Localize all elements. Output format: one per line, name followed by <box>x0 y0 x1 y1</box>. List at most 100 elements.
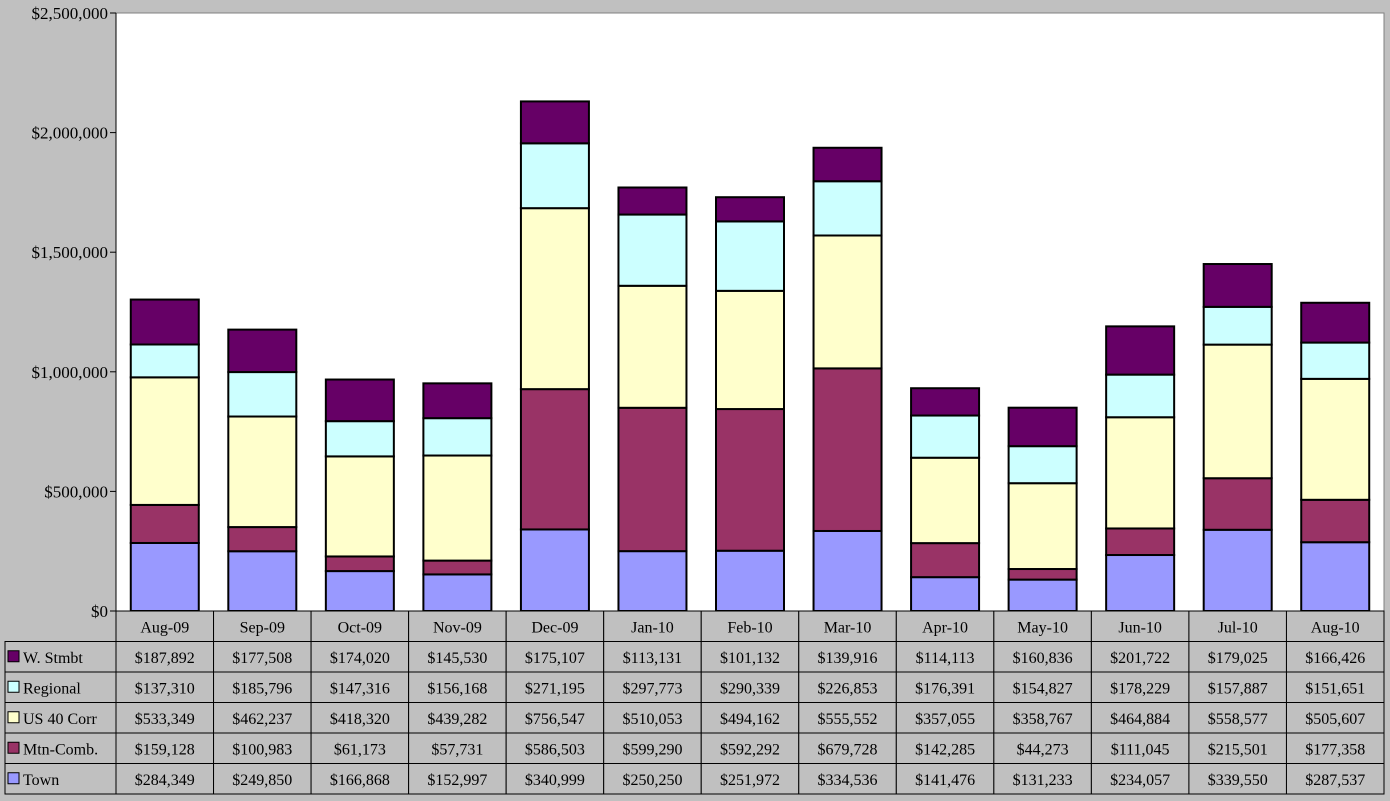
table-header-cell <box>1285 610 1385 642</box>
table-cell <box>895 763 995 795</box>
table-cell <box>213 732 312 764</box>
data-label: $157,887 <box>1208 680 1268 697</box>
data-label: $215,501 <box>1208 741 1268 758</box>
data-label: $160,836 <box>1013 650 1073 667</box>
legend-label: US 40 Corr <box>23 711 97 728</box>
table-cell <box>115 641 215 673</box>
data-label: $592,292 <box>720 741 780 758</box>
table-cell <box>603 732 702 764</box>
x-tick-label: Dec-09 <box>531 619 578 636</box>
data-label: $111,045 <box>1111 741 1170 758</box>
bar-segment <box>1105 554 1176 612</box>
table-cell <box>310 641 410 673</box>
table-cell <box>1188 763 1287 795</box>
table-header-cell <box>603 610 702 642</box>
table-cell <box>115 763 215 795</box>
bar-segment <box>519 388 590 531</box>
table-header-cell <box>310 610 410 642</box>
bar-segment <box>910 456 981 545</box>
table-header-cell <box>115 610 215 642</box>
data-label: $462,237 <box>232 711 292 728</box>
table-cell <box>993 702 1092 734</box>
bar-segment <box>812 146 883 183</box>
table-cell <box>115 702 215 734</box>
bar-segment <box>1007 578 1078 613</box>
table-cell <box>310 702 410 734</box>
bar-segment <box>1007 406 1078 448</box>
table-header-cell <box>1188 610 1287 642</box>
bar-segment <box>1105 373 1176 419</box>
data-label: $599,290 <box>622 741 682 758</box>
legend-label: Mtn-Comb. <box>23 741 98 758</box>
bar-segment <box>129 343 200 379</box>
bar-segment <box>1007 482 1078 571</box>
data-label: $464,884 <box>1110 711 1170 728</box>
data-label: $154,827 <box>1013 680 1073 697</box>
data-label: $679,728 <box>818 741 878 758</box>
bar-segment <box>715 408 785 552</box>
table-header-cell <box>1090 610 1190 642</box>
y-tick-label: $1,000,000 <box>32 363 109 382</box>
data-label: $179,025 <box>1208 650 1268 667</box>
data-label: $297,773 <box>622 680 682 697</box>
bar-segment <box>129 376 200 506</box>
bar-segment <box>1105 416 1176 530</box>
y-tick-label: $1,500,000 <box>32 243 109 262</box>
bar-segment <box>617 284 688 409</box>
data-label: $166,426 <box>1305 650 1365 667</box>
table-cell <box>1285 763 1385 795</box>
bar-segment <box>1202 263 1273 308</box>
data-label: $249,850 <box>232 772 292 789</box>
table-cell <box>1188 641 1287 673</box>
bar-segment <box>324 555 395 573</box>
data-label: $175,107 <box>525 650 585 667</box>
bar-segment <box>1007 445 1078 485</box>
data-label: $558,577 <box>1208 711 1268 728</box>
y-tick-label: $2,000,000 <box>32 124 109 143</box>
bar-segment <box>812 180 883 237</box>
data-label: $101,132 <box>720 650 780 667</box>
table-cell <box>505 702 605 734</box>
table-cell <box>700 732 800 764</box>
bar-segment <box>1105 325 1176 376</box>
bar-segment <box>422 559 493 576</box>
bar-segment <box>1007 568 1078 581</box>
table-cell <box>993 641 1092 673</box>
data-label: $226,853 <box>818 680 878 697</box>
bar-segment <box>1300 341 1371 380</box>
legend-swatch <box>7 680 20 693</box>
table-cell <box>1188 702 1287 734</box>
bar-segment <box>422 382 493 420</box>
x-tick-label: Jan-10 <box>631 619 674 636</box>
bar-segment <box>617 213 688 287</box>
table-cell <box>408 671 507 703</box>
data-label: $339,550 <box>1208 772 1268 789</box>
data-label: $251,972 <box>720 772 780 789</box>
bar-segment <box>1202 477 1273 531</box>
data-label: $201,722 <box>1110 650 1170 667</box>
bar-segment <box>812 234 883 370</box>
table-cell <box>798 732 897 764</box>
bar-segment <box>227 328 298 374</box>
bar-segment <box>519 528 590 613</box>
x-tick-label: Apr-10 <box>922 619 968 636</box>
bar-segment <box>227 526 298 553</box>
table-cell <box>505 763 605 795</box>
y-tick-label: $0 <box>91 602 108 621</box>
table-cell <box>1285 671 1385 703</box>
bar-segment <box>1202 528 1273 613</box>
data-label: $334,536 <box>818 772 878 789</box>
table-cell <box>895 702 995 734</box>
legend-swatch <box>7 650 20 663</box>
data-label: $510,053 <box>622 711 682 728</box>
bar-segment <box>422 454 493 562</box>
data-label: $185,796 <box>232 680 292 697</box>
data-label: $187,892 <box>135 650 195 667</box>
bar-segment <box>422 573 493 613</box>
table-cell <box>603 641 702 673</box>
bar-segment <box>129 298 200 346</box>
data-label: $44,273 <box>1017 741 1069 758</box>
data-label: $147,316 <box>330 680 390 697</box>
